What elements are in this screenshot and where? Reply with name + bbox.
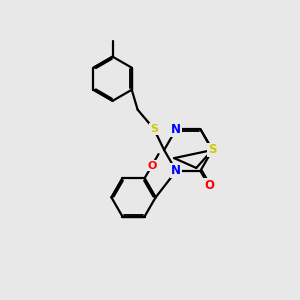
Text: N: N (171, 164, 181, 177)
Text: O: O (204, 179, 214, 192)
Text: S: S (150, 124, 158, 134)
Text: S: S (208, 143, 217, 157)
Text: N: N (171, 123, 181, 136)
Text: O: O (147, 160, 157, 170)
